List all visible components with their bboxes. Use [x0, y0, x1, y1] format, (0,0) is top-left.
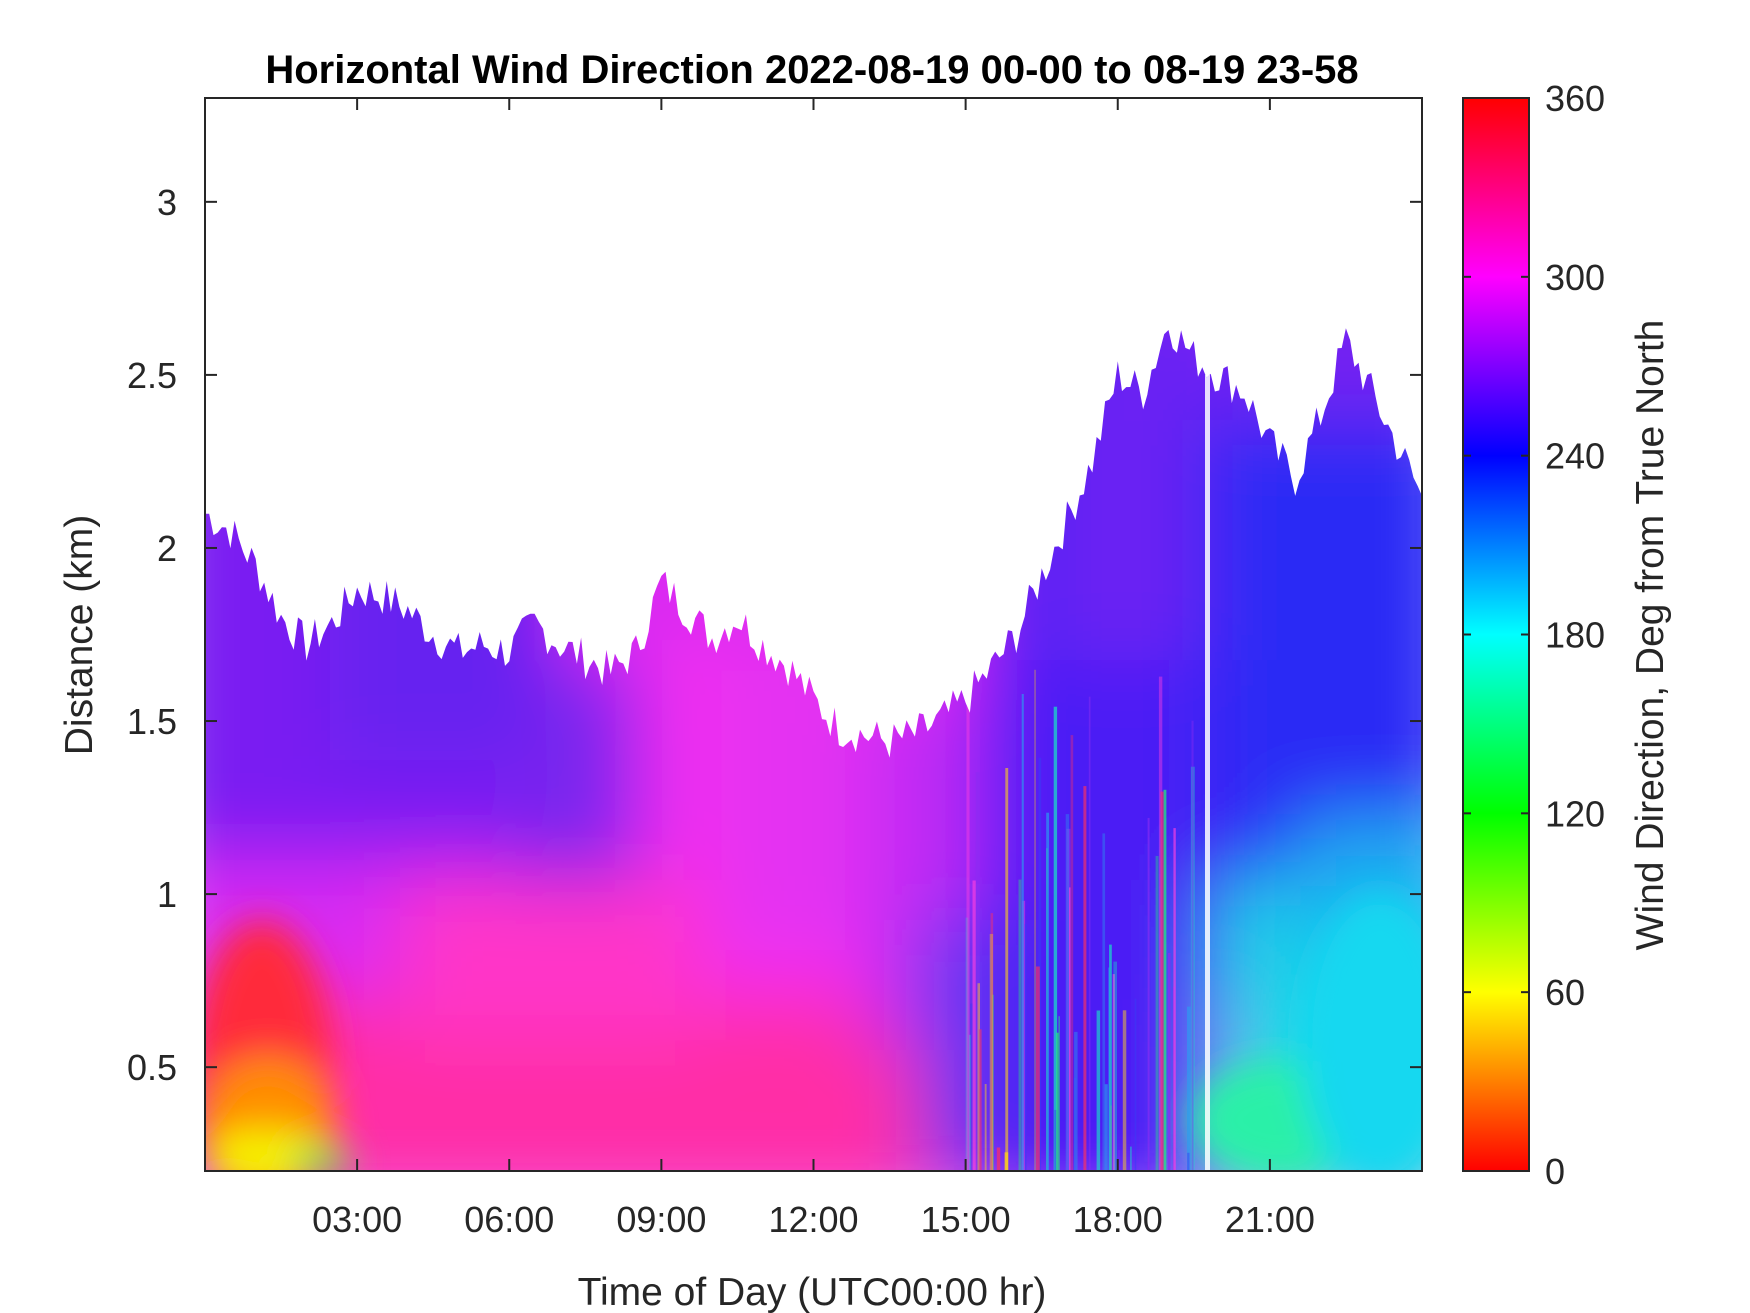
y-axis-label: Distance (km) — [58, 515, 101, 756]
y-tick-label: 2.5 — [127, 355, 177, 396]
x-tick-label: 21:00 — [1225, 1199, 1315, 1240]
x-tick-label: 12:00 — [768, 1199, 858, 1240]
y-tick-label: 1.5 — [127, 701, 177, 742]
colorbar-tick-label: 180 — [1545, 615, 1605, 656]
colorbar — [1462, 97, 1530, 1172]
colorbar-ticks: 0 60 120 180 240 300 360 — [1463, 78, 1605, 1192]
x-tick-label: 18:00 — [1073, 1199, 1163, 1240]
x-tick-label: 09:00 — [616, 1199, 706, 1240]
x-tick-label: 15:00 — [921, 1199, 1011, 1240]
y-axis: 0.5 1 1.5 2 2.5 3 — [127, 182, 1422, 1088]
colorbar-tick-label: 60 — [1545, 972, 1585, 1013]
colorbar-label: Wind Direction, Deg from True North — [1629, 320, 1672, 951]
colorbar-tick-label: 0 — [1545, 1151, 1565, 1192]
colorbar-tick-label: 360 — [1545, 78, 1605, 119]
y-tick-label: 0.5 — [127, 1047, 177, 1088]
x-tick-label: 03:00 — [312, 1199, 402, 1240]
x-tick-label: 06:00 — [464, 1199, 554, 1240]
colorbar-tick-label: 300 — [1545, 257, 1605, 298]
colorbar-tick-label: 120 — [1545, 793, 1605, 834]
x-axis-label: Time of Day (UTC00:00 hr) — [578, 1271, 1047, 1313]
x-axis: 03:00 06:00 09:00 12:00 15:00 18:00 21:00 — [312, 98, 1315, 1240]
y-tick-label: 2 — [157, 528, 177, 569]
colorbar-tick-label: 240 — [1545, 436, 1605, 477]
y-tick-label: 1 — [157, 874, 177, 915]
y-tick-label: 3 — [157, 182, 177, 223]
chart-title: Horizontal Wind Direction 2022-08-19 00-… — [265, 48, 1358, 92]
